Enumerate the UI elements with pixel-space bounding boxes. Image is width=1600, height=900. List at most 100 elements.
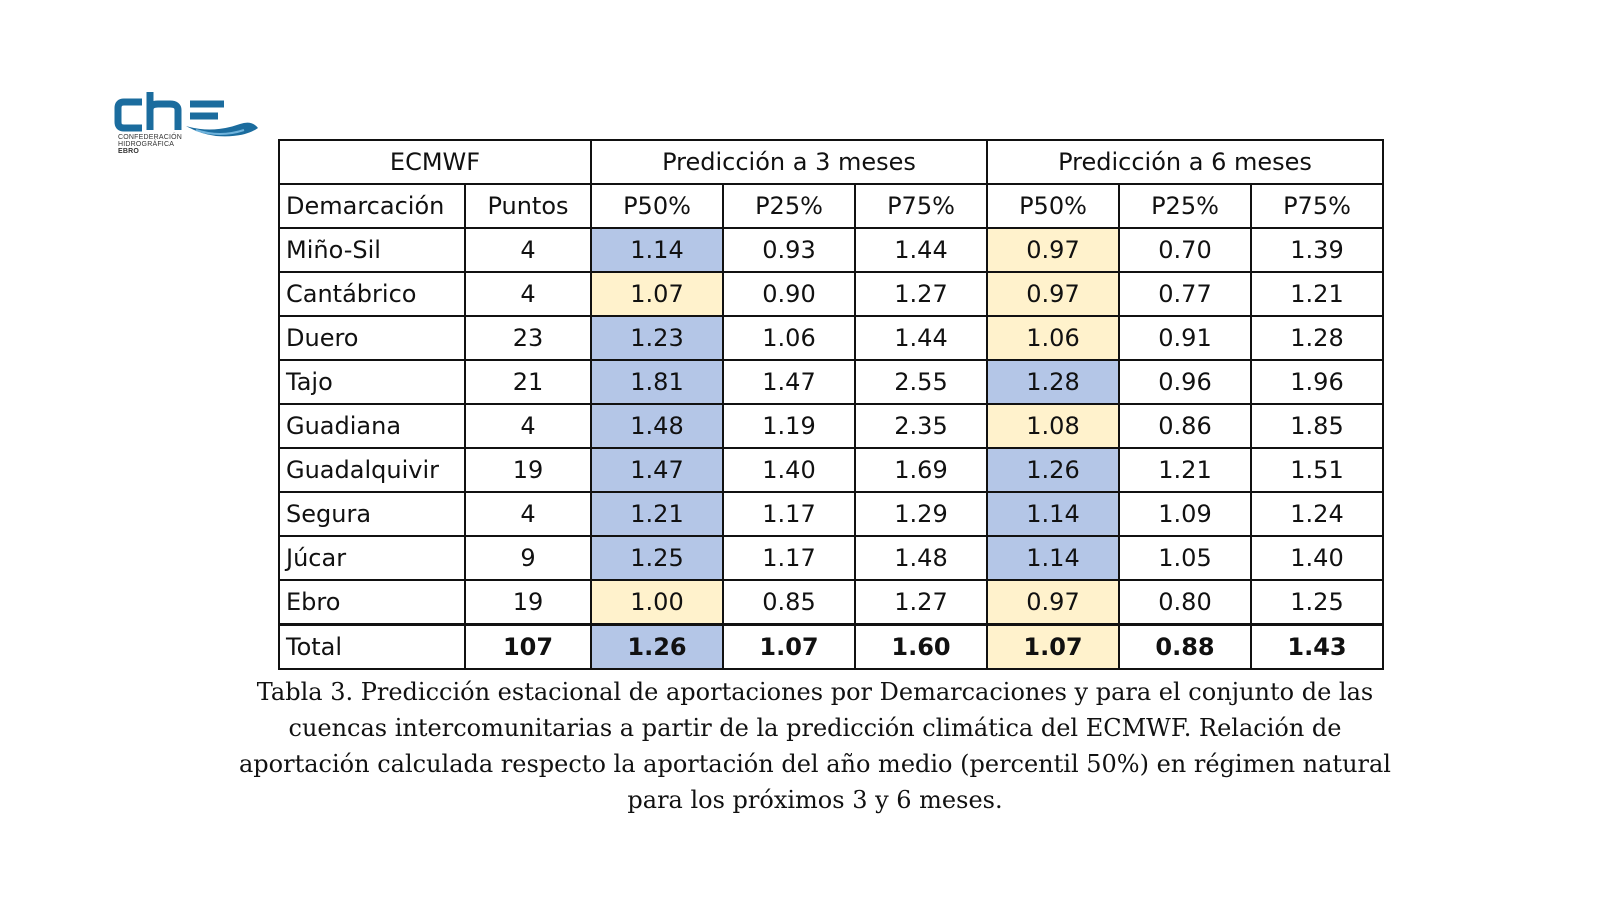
- cell-puntos: 107: [464, 623, 592, 670]
- cell-puntos: 4: [464, 403, 592, 449]
- cell-6m-p25: 1.09: [1118, 491, 1252, 537]
- header-6m-p75: P75%: [1250, 183, 1384, 229]
- logo-text: CONFEDERACIÓN HIDROGRÁFICA EBRO: [118, 134, 182, 155]
- table-row: Guadiana 4 1.48 1.19 2.35 1.08 0.86 1.85: [278, 403, 1384, 449]
- table-total-row: Total 107 1.26 1.07 1.60 1.07 0.88 1.43: [278, 623, 1384, 670]
- cell-3m-p75: 1.60: [854, 623, 988, 670]
- cell-puntos: 4: [464, 271, 592, 317]
- header-3m-p25: P25%: [722, 183, 856, 229]
- table-row: Cantábrico 4 1.07 0.90 1.27 0.97 0.77 1.21: [278, 271, 1384, 317]
- cell-6m-p25: 1.21: [1118, 447, 1252, 493]
- cell-6m-p50: 1.06: [986, 315, 1120, 361]
- header-3m-p75: P75%: [854, 183, 988, 229]
- cell-demarcacion: Júcar: [278, 535, 466, 581]
- cell-6m-p75: 1.43: [1250, 623, 1384, 670]
- cell-puntos: 21: [464, 359, 592, 405]
- table-row: Tajo 21 1.81 1.47 2.55 1.28 0.96 1.96: [278, 359, 1384, 405]
- logo-line-2: HIDROGRÁFICA: [118, 141, 175, 148]
- cell-demarcacion: Tajo: [278, 359, 466, 405]
- cell-3m-p25: 1.19: [722, 403, 856, 449]
- cell-3m-p25: 1.17: [722, 535, 856, 581]
- cell-6m-p75: 1.25: [1250, 579, 1384, 626]
- cell-demarcacion: Miño-Sil: [278, 227, 466, 273]
- header-6m-p25: P25%: [1118, 183, 1252, 229]
- table-row: Júcar 9 1.25 1.17 1.48 1.14 1.05 1.40: [278, 535, 1384, 581]
- cell-6m-p75: 1.51: [1250, 447, 1384, 493]
- cell-3m-p50: 1.25: [590, 535, 724, 581]
- cell-6m-p25: 0.91: [1118, 315, 1252, 361]
- header-source: ECMWF: [278, 139, 592, 185]
- cell-puntos: 19: [464, 579, 592, 626]
- header-group-3-months: Predicción a 3 meses: [590, 139, 988, 185]
- cell-3m-p25: 1.40: [722, 447, 856, 493]
- header-6m-p50: P50%: [986, 183, 1120, 229]
- cell-6m-p75: 1.40: [1250, 535, 1384, 581]
- header-3m-p50: P50%: [590, 183, 724, 229]
- cell-6m-p25: 1.05: [1118, 535, 1252, 581]
- cell-6m-p75: 1.21: [1250, 271, 1384, 317]
- cell-demarcacion: Guadiana: [278, 403, 466, 449]
- cell-6m-p50: 0.97: [986, 271, 1120, 317]
- cell-3m-p50: 1.07: [590, 271, 724, 317]
- cell-6m-p25: 0.70: [1118, 227, 1252, 273]
- caption-line-2: cuencas intercomunitarias a partir de la…: [288, 714, 1342, 742]
- cell-3m-p25: 1.07: [722, 623, 856, 670]
- table-row: Miño-Sil 4 1.14 0.93 1.44 0.97 0.70 1.39: [278, 227, 1384, 273]
- table-caption: Tabla 3. Predicción estacional de aporta…: [200, 674, 1430, 818]
- cell-6m-p50: 1.14: [986, 491, 1120, 537]
- logo-line-1: CONFEDERACIÓN: [118, 134, 183, 141]
- cell-6m-p50: 0.97: [986, 579, 1120, 626]
- table-row: Segura 4 1.21 1.17 1.29 1.14 1.09 1.24: [278, 491, 1384, 537]
- cell-6m-p50: 1.26: [986, 447, 1120, 493]
- cell-3m-p25: 0.90: [722, 271, 856, 317]
- cell-demarcacion: Duero: [278, 315, 466, 361]
- table-row: Duero 23 1.23 1.06 1.44 1.06 0.91 1.28: [278, 315, 1384, 361]
- table-row: Ebro 19 1.00 0.85 1.27 0.97 0.80 1.25: [278, 579, 1384, 626]
- cell-3m-p50: 1.48: [590, 403, 724, 449]
- cell-3m-p75: 2.55: [854, 359, 988, 405]
- cell-3m-p75: 1.29: [854, 491, 988, 537]
- cell-6m-p25: 0.86: [1118, 403, 1252, 449]
- cell-3m-p25: 1.17: [722, 491, 856, 537]
- cell-3m-p50: 1.47: [590, 447, 724, 493]
- cell-6m-p25: 0.80: [1118, 579, 1252, 626]
- cell-6m-p25: 0.96: [1118, 359, 1252, 405]
- ecmwf-prediction-table: ECMWF Predicción a 3 meses Predicción a …: [278, 139, 1384, 670]
- cell-puntos: 4: [464, 491, 592, 537]
- cell-demarcacion: Total: [278, 623, 466, 670]
- cell-3m-p50: 1.26: [590, 623, 724, 670]
- cell-6m-p75: 1.24: [1250, 491, 1384, 537]
- cell-3m-p75: 1.44: [854, 227, 988, 273]
- cell-6m-p50: 1.08: [986, 403, 1120, 449]
- che-logo-mark: [114, 92, 258, 137]
- cell-3m-p75: 1.69: [854, 447, 988, 493]
- cell-puntos: 4: [464, 227, 592, 273]
- cell-3m-p75: 1.48: [854, 535, 988, 581]
- cell-3m-p50: 1.14: [590, 227, 724, 273]
- cell-3m-p25: 1.47: [722, 359, 856, 405]
- cell-6m-p75: 1.96: [1250, 359, 1384, 405]
- header-group-6-months: Predicción a 6 meses: [986, 139, 1384, 185]
- cell-3m-p25: 0.85: [722, 579, 856, 626]
- caption-line-4: para los próximos 3 y 6 meses.: [627, 786, 1003, 814]
- table-header-row-1: ECMWF Predicción a 3 meses Predicción a …: [278, 139, 1384, 185]
- cell-6m-p25: 0.88: [1118, 623, 1252, 670]
- cell-6m-p50: 0.97: [986, 227, 1120, 273]
- cell-3m-p75: 1.44: [854, 315, 988, 361]
- cell-3m-p50: 1.21: [590, 491, 724, 537]
- cell-6m-p50: 1.07: [986, 623, 1120, 670]
- header-demarcacion: Demarcación: [278, 183, 466, 229]
- cell-6m-p25: 0.77: [1118, 271, 1252, 317]
- cell-puntos: 19: [464, 447, 592, 493]
- cell-demarcacion: Guadalquivir: [278, 447, 466, 493]
- cell-demarcacion: Cantábrico: [278, 271, 466, 317]
- cell-3m-p50: 1.23: [590, 315, 724, 361]
- caption-line-3: aportación calculada respecto la aportac…: [239, 750, 1391, 778]
- cell-3m-p75: 1.27: [854, 271, 988, 317]
- cell-demarcacion: Ebro: [278, 579, 466, 626]
- cell-6m-p75: 1.28: [1250, 315, 1384, 361]
- cell-6m-p50: 1.14: [986, 535, 1120, 581]
- cell-puntos: 9: [464, 535, 592, 581]
- cell-3m-p75: 1.27: [854, 579, 988, 626]
- cell-demarcacion: Segura: [278, 491, 466, 537]
